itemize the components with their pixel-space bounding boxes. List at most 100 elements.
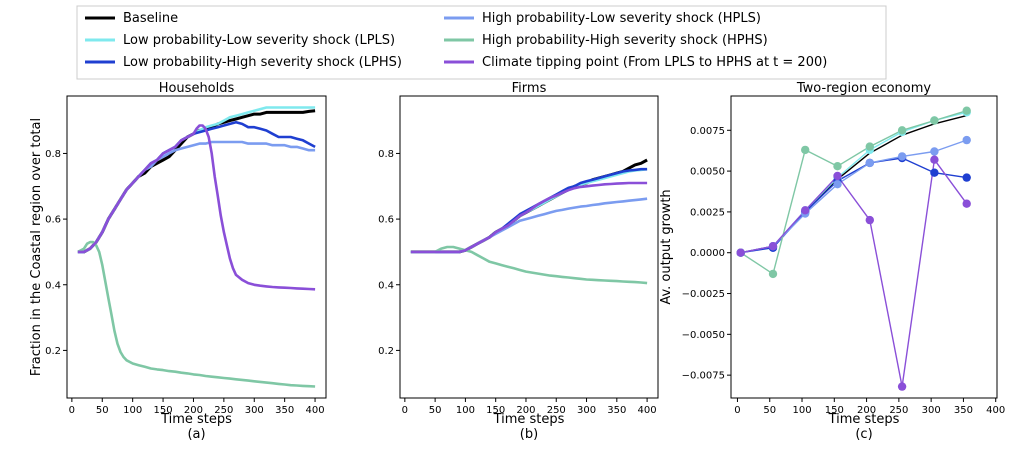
y-tick-label: 0.0075: [690, 126, 725, 137]
series-line: [77, 121, 316, 254]
panel-caption: (a): [187, 427, 205, 442]
y-tick-label: −0.0075: [682, 371, 725, 382]
y-tick-label: 0.8: [45, 149, 61, 160]
data-point: [962, 106, 971, 115]
x-tick-label: 200: [516, 405, 535, 416]
legend-item-baseline: Baseline: [85, 11, 178, 26]
x-tick-label: 350: [275, 405, 294, 416]
x-tick-label: 400: [638, 405, 657, 416]
x-tick-label: 350: [954, 405, 973, 416]
data-point: [865, 158, 874, 168]
data-point: [962, 173, 971, 182]
panel-firms: 0 50 100 150 200 250 300 350 400 0.2 0.4 0.6 0.8 Firm…: [378, 81, 659, 442]
x-tick-label: 100: [792, 405, 811, 416]
series-line: [77, 124, 316, 291]
y-tick-label: 0.4: [45, 280, 61, 291]
y-tick-label: −0.0025: [682, 289, 725, 300]
plot-frame: [399, 95, 659, 399]
y-tick-label: 0.2: [378, 346, 394, 357]
data-point: [897, 126, 907, 135]
x-tick-label: 300: [922, 405, 941, 416]
plot-frame: [730, 95, 998, 399]
panel-title: Firms: [512, 81, 547, 96]
legend-label: High probability-High severity shock (HP…: [482, 33, 768, 48]
x-tick-label: 250: [889, 405, 908, 416]
y-tick-label: 0.6: [378, 215, 394, 226]
plot-frame: [66, 95, 327, 399]
legend-item-hphs: High probability-High severity shock (HP…: [444, 33, 768, 48]
series-line: [77, 240, 316, 388]
x-tick-label: 300: [245, 405, 264, 416]
series-line: [410, 181, 648, 254]
panel-caption: (b): [520, 427, 538, 442]
y-axis-label: Av. output growth: [659, 189, 674, 304]
data-point: [833, 180, 842, 189]
data-point: [930, 155, 939, 164]
series-line: [740, 157, 967, 254]
x-axis-label: Time steps: [160, 412, 232, 427]
x-tick-label: 100: [456, 405, 475, 416]
x-tick-label: 400: [986, 405, 1005, 416]
data-point: [768, 242, 778, 251]
x-tick-label: 400: [306, 405, 325, 416]
legend-label: Low probability-Low severity shock (LPLS…: [123, 33, 395, 48]
legend-item-lphs: Low probability-High severity shock (LPH…: [85, 55, 402, 70]
legend-item-hpls: High probability-Low severity shock (HPL…: [444, 11, 761, 26]
x-tick-label: 150: [486, 405, 505, 416]
panel-caption: (c): [855, 427, 872, 442]
x-tick-label: 200: [857, 405, 876, 416]
panel-title: Households: [159, 81, 235, 96]
data-point: [930, 168, 939, 177]
data-point: [833, 171, 842, 181]
x-tick-label: 150: [825, 405, 844, 416]
x-tick-label: 200: [184, 405, 203, 416]
x-tick-label: 150: [154, 405, 173, 416]
x-tick-label: 50: [96, 405, 109, 416]
data-point: [865, 215, 874, 225]
series-line: [740, 110, 967, 275]
data-point: [833, 162, 842, 171]
y-tick-label: 0.0050: [690, 167, 725, 178]
legend-label: Baseline: [123, 11, 178, 26]
x-tick-label: 0: [734, 405, 740, 416]
legend-label: High probability-Low severity shock (HPL…: [482, 11, 761, 26]
x-tick-label: 300: [577, 405, 596, 416]
legend-label: Climate tipping point (From LPLS to HPHS…: [482, 55, 827, 70]
x-tick-label: 350: [607, 405, 626, 416]
series-line: [77, 140, 316, 254]
x-tick-label: 250: [547, 405, 566, 416]
x-tick-label: 50: [763, 405, 776, 416]
y-tick-label: 0.6: [45, 215, 61, 226]
data-point: [897, 152, 907, 161]
series-line: [740, 111, 967, 254]
legend: Baseline Low probability-Low severity sh…: [76, 5, 887, 80]
y-tick-label: −0.0050: [682, 330, 725, 341]
data-point: [865, 142, 874, 151]
x-tick-label: 0: [402, 405, 408, 416]
data-point: [801, 145, 810, 155]
data-point: [768, 269, 778, 279]
y-tick-label: 0.0000: [690, 248, 725, 259]
x-tick-label: 50: [429, 405, 442, 416]
panel-title: Two-region economy: [796, 81, 932, 96]
series-line: [740, 114, 967, 254]
y-tick-label: 0.8: [378, 149, 394, 160]
y-tick-label: 0.0025: [690, 207, 725, 218]
data-point: [962, 135, 971, 145]
legend-item-lpls: Low probability-Low severity shock (LPLS…: [85, 33, 395, 48]
x-tick-label: 0: [69, 405, 75, 416]
data-point: [897, 382, 907, 391]
data-point: [801, 206, 810, 215]
series-line: [740, 158, 968, 388]
y-axis-label: Fraction in the Coastal region over tota…: [29, 118, 44, 376]
panel-two-region-economy: 0 50 100 150 200 250 300 350 400 −0.0075 −0.0050 −0…: [659, 81, 1005, 442]
panel-households: 0 50 100 150 200 250 300 350 400 0.2 0.4 0.6 0.8 Hous…: [29, 81, 327, 442]
legend-label: Low probability-High severity shock (LPH…: [123, 55, 402, 70]
data-point: [962, 199, 971, 208]
x-tick-label: 250: [214, 405, 233, 416]
y-tick-label: 0.2: [45, 346, 61, 357]
legend-frame: [76, 5, 887, 80]
y-tick-label: 0.4: [378, 280, 394, 291]
series-line: [410, 197, 648, 254]
